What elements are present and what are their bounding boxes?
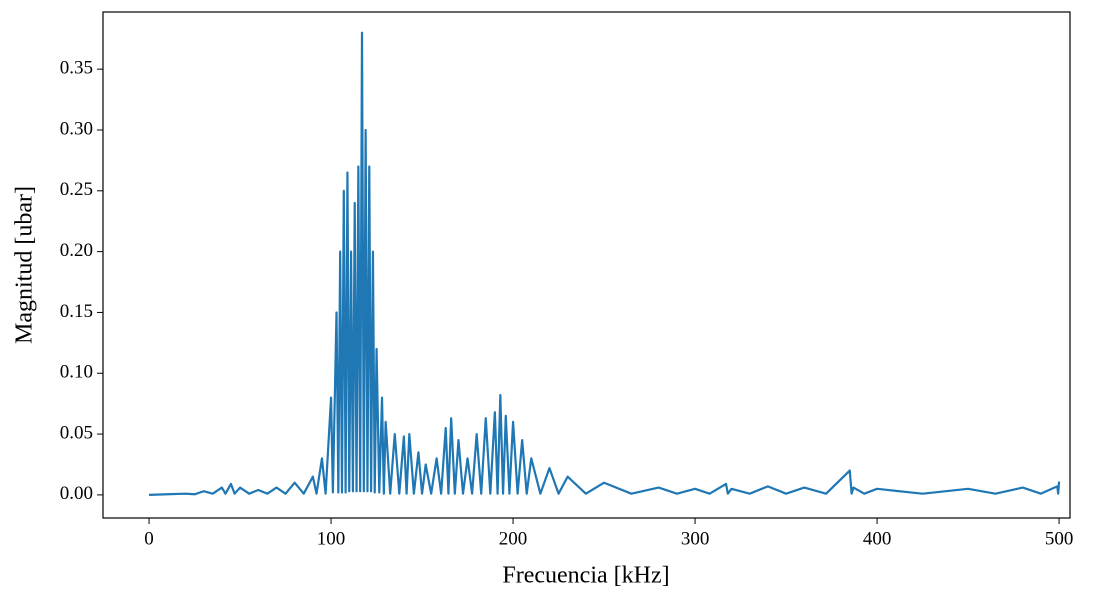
x-tick-label: 200 (499, 528, 528, 549)
y-tick-label: 0.30 (60, 118, 93, 139)
y-tick-label: 0.25 (60, 179, 93, 200)
y-tick-label: 0.10 (60, 362, 93, 383)
spectrum-line (149, 31, 1061, 496)
x-tick-label: 300 (681, 528, 710, 549)
x-axis-title: Frecuencia [kHz] (502, 563, 669, 589)
x-tick-label: 400 (863, 528, 892, 549)
x-tick-label: 0 (144, 528, 154, 549)
y-tick-label: 0.00 (60, 483, 93, 504)
y-tick-label: 0.15 (60, 301, 93, 322)
plot-frame (102, 11, 1071, 519)
x-tick-label: 500 (1045, 528, 1074, 549)
y-axis-title: Magnitud [ubar] (12, 186, 38, 344)
y-tick-label: 0.05 (60, 422, 93, 443)
y-tick-label: 0.35 (60, 58, 93, 79)
y-tick-label: 0.20 (60, 240, 93, 261)
x-tick-label: 100 (317, 528, 346, 549)
